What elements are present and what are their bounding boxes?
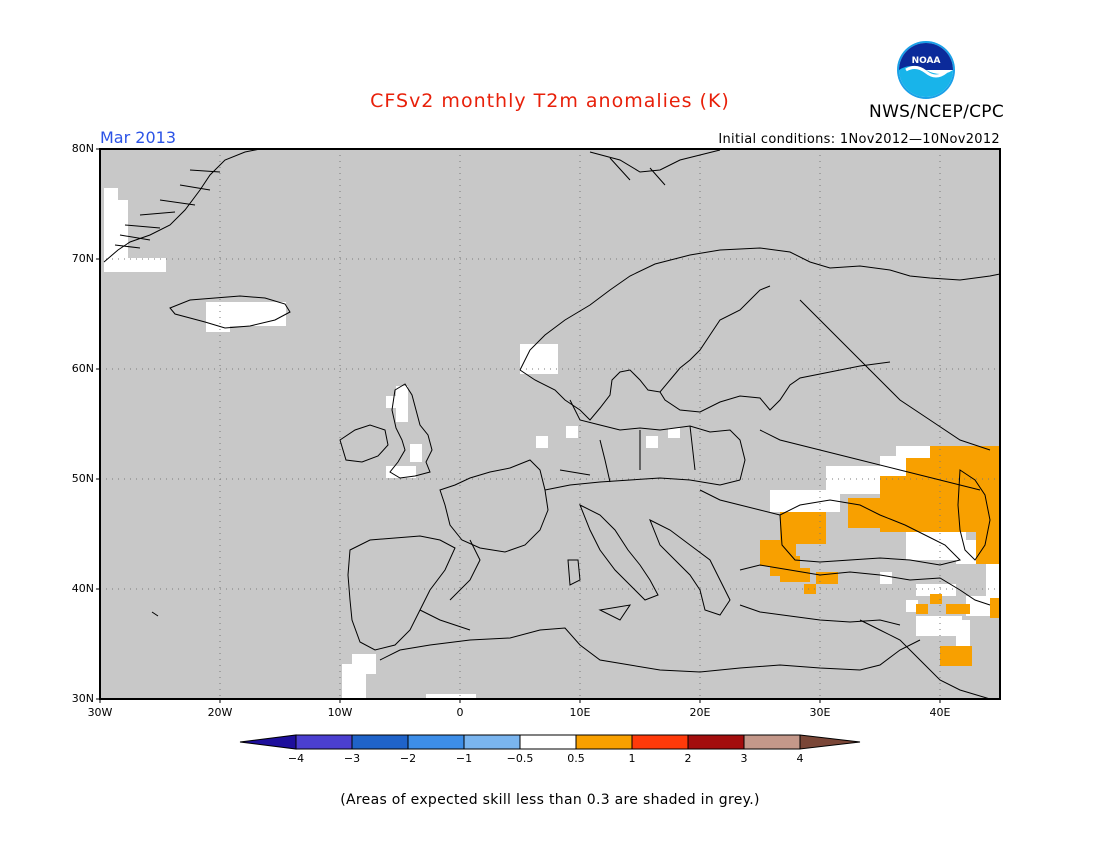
noaa-logo-text: NOAA	[912, 56, 941, 66]
coastlines	[103, 149, 1000, 699]
colorbar-cell	[575, 734, 633, 750]
lat-label: 60N	[71, 362, 94, 375]
lat-label: 70N	[71, 252, 94, 265]
lat-label: 30N	[71, 692, 94, 705]
colorbar-label: −4	[287, 752, 305, 765]
colorbar-cell	[351, 734, 409, 750]
colorbar-cell	[799, 734, 861, 750]
colorbar-label: −1	[455, 752, 473, 765]
colorbar-cell	[295, 734, 353, 750]
lat-label: 40N	[71, 582, 94, 595]
colorbar-label: 2	[684, 752, 692, 765]
colorbar-label: −3	[343, 752, 361, 765]
neutral-anomaly-cells	[104, 188, 1000, 699]
agency-label: NWS/NCEP/CPC	[869, 102, 1004, 122]
lon-label: 10W	[327, 706, 353, 719]
colorbar-label: 4	[796, 752, 804, 765]
positive-anomaly-cells	[760, 446, 1000, 666]
colorbar-cell	[743, 734, 801, 750]
forecast-month: Mar 2013	[100, 128, 176, 147]
colorbar-cell	[407, 734, 465, 750]
lon-label: 40E	[929, 706, 951, 719]
initial-conditions: Initial conditions: 1Nov2012—10Nov2012	[718, 132, 1000, 147]
colorbar-cell	[687, 734, 745, 750]
colorbar	[239, 734, 861, 750]
map-gridlines	[100, 149, 1000, 699]
colorbar-cell	[463, 734, 521, 750]
colorbar-cell	[631, 734, 689, 750]
map-frame	[99, 148, 1001, 700]
lon-label: 20W	[207, 706, 233, 719]
lat-label: 50N	[71, 472, 94, 485]
lat-label: 80N	[71, 142, 94, 155]
colorbar-label: 1	[628, 752, 636, 765]
axis-ticks	[96, 148, 941, 703]
chart-title: CFSv2 monthly T2m anomalies (K)	[370, 90, 730, 112]
colorbar-cell	[519, 734, 577, 750]
skill-footnote: (Areas of expected skill less than 0.3 a…	[340, 792, 760, 808]
colorbar-cell	[239, 734, 297, 750]
colorbar-label: −0.5	[506, 752, 534, 765]
noaa-logo: NOAA	[897, 41, 955, 99]
lon-label: 10E	[569, 706, 591, 719]
colorbar-label: 0.5	[567, 752, 585, 765]
map-background	[100, 149, 1000, 699]
lon-label: 30E	[809, 706, 831, 719]
colorbar-label: 3	[740, 752, 748, 765]
lon-label: 20E	[689, 706, 711, 719]
lon-label: 30W	[87, 706, 113, 719]
lon-label: 0	[456, 706, 464, 719]
colorbar-label: −2	[399, 752, 417, 765]
